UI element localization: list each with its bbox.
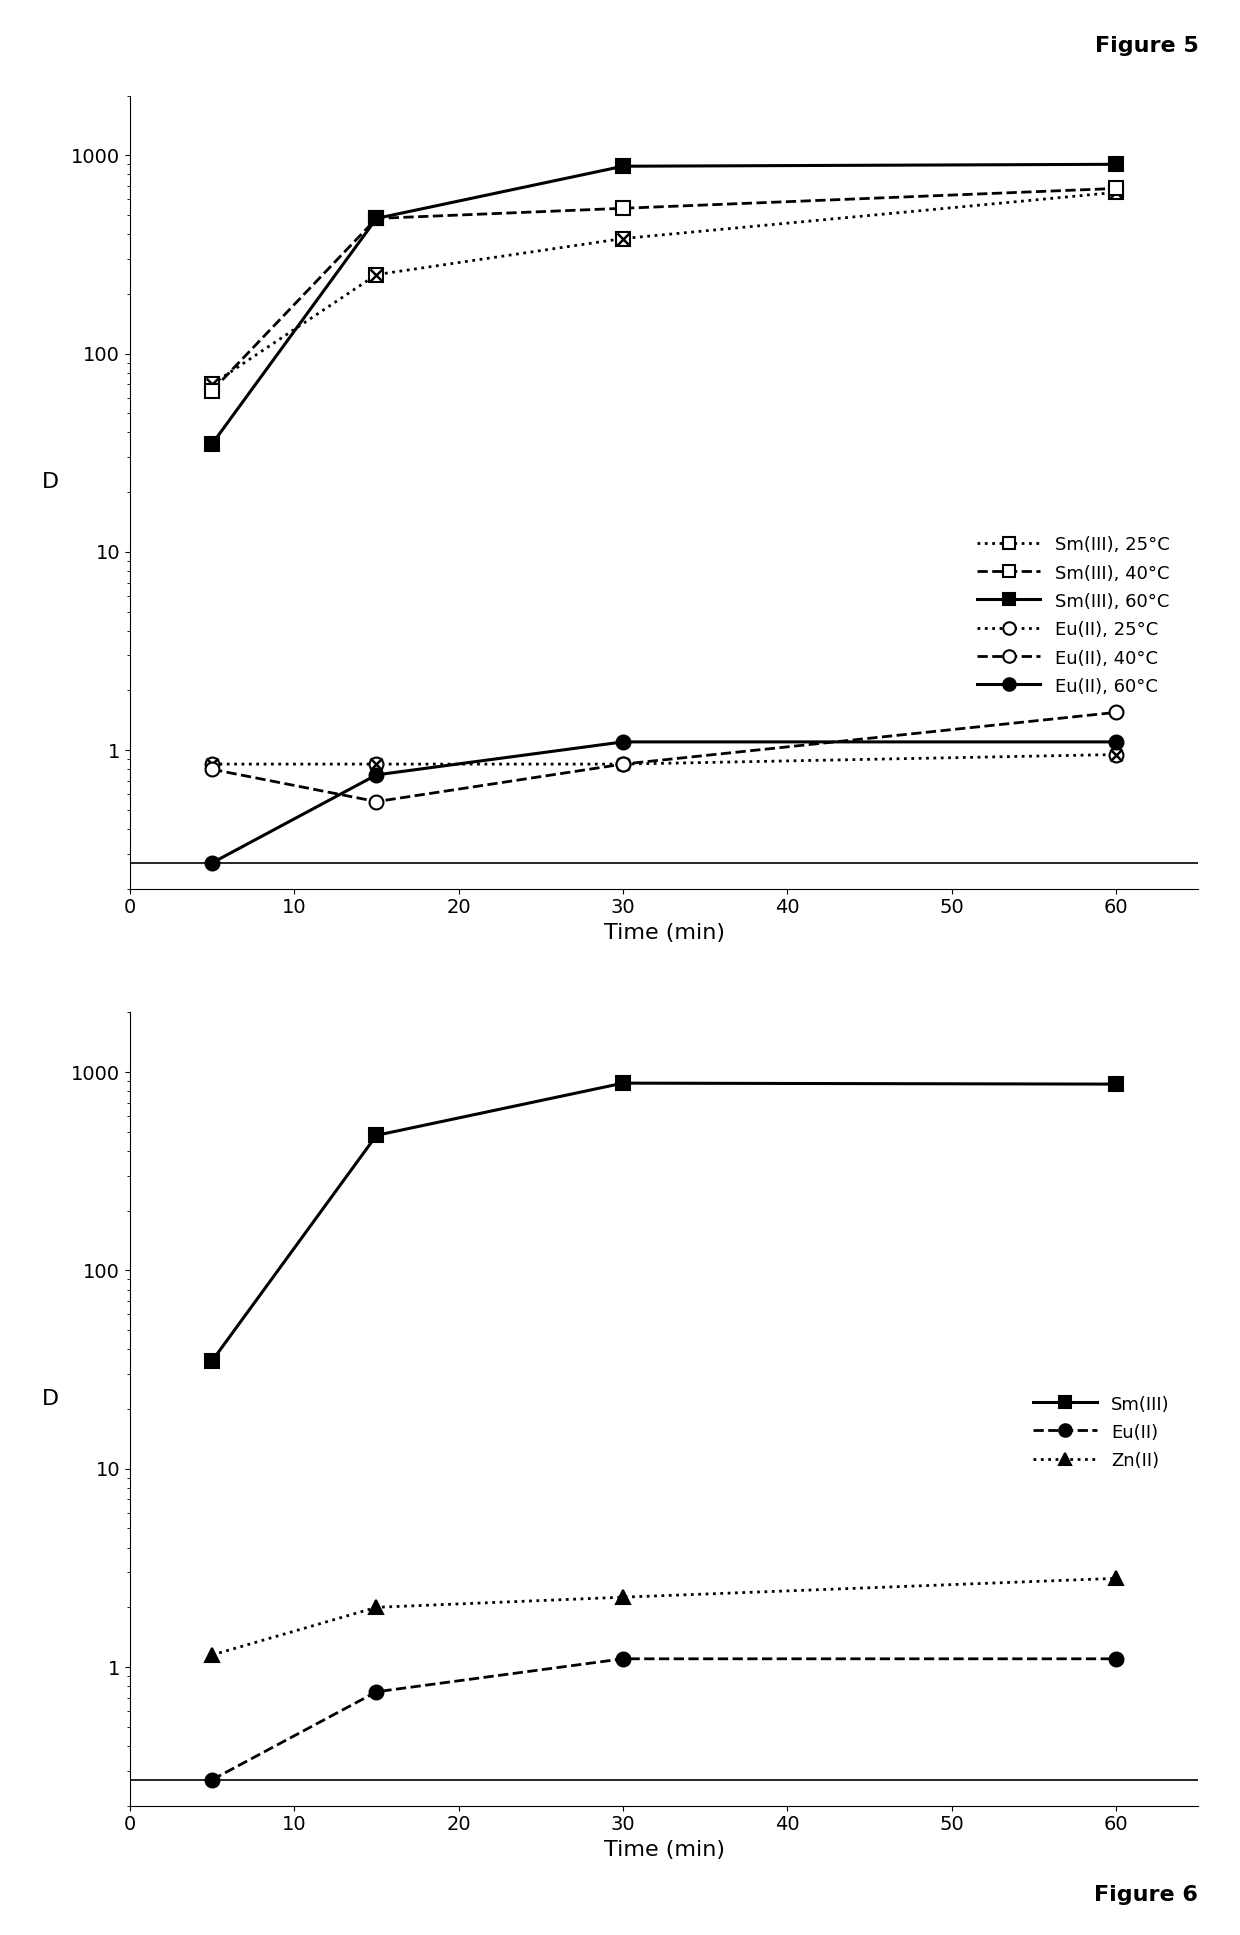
X-axis label: Time (min): Time (min) (604, 1840, 724, 1860)
Text: Figure 5: Figure 5 (1095, 37, 1198, 56)
Y-axis label: D: D (42, 472, 58, 491)
Text: Figure 6: Figure 6 (1095, 1885, 1198, 1904)
X-axis label: Time (min): Time (min) (604, 923, 724, 942)
Y-axis label: D: D (42, 1389, 58, 1409)
Legend: Sm(III), 25°C, Sm(III), 40°C, Sm(III), 60°C, Eu(II), 25°C, Eu(II), 40°C, Eu(II),: Sm(III), 25°C, Sm(III), 40°C, Sm(III), 6… (968, 526, 1179, 704)
Legend: Sm(III), Eu(II), Zn(II): Sm(III), Eu(II), Zn(II) (1024, 1385, 1179, 1480)
